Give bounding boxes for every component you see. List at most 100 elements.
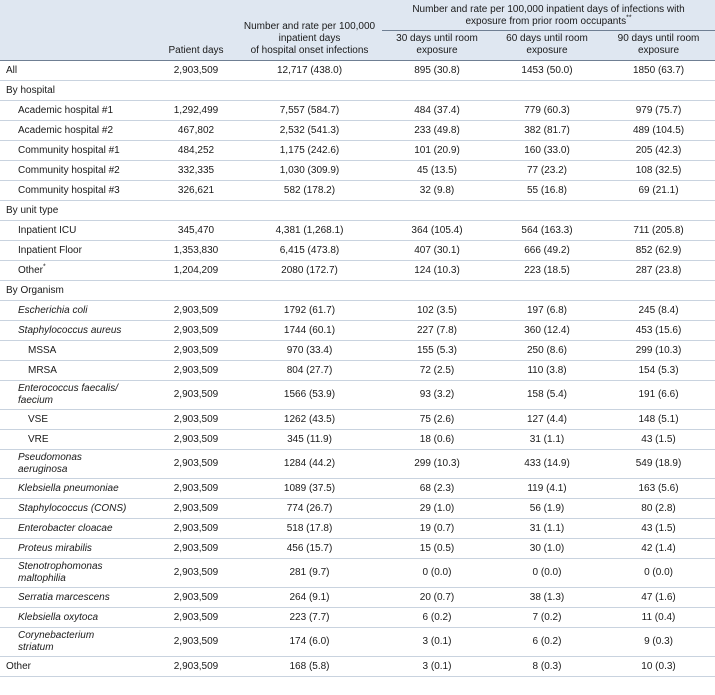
cell-value: 6,415 (473.8) — [237, 240, 382, 261]
data-row: Community hospital #3 326,621 582 (178.2) 3… — [0, 180, 715, 201]
data-row: Klebsiella oxytoca 2,903,509 223 (7.7) 6 (0… — [0, 607, 715, 628]
label-line: Academic hospital #1 — [18, 104, 114, 116]
cell-value: 1,353,830 — [155, 240, 237, 261]
cell-value: 2,903,509 — [155, 518, 237, 539]
section-row: By unit type — [0, 200, 715, 221]
label-line: Other* — [18, 263, 46, 276]
cell-value: 774 (26.7) — [237, 498, 382, 519]
data-row: Enterococcus faecalis/faecium 2,903,509 15… — [0, 380, 715, 410]
cell-value: 108 (32.5) — [602, 160, 715, 181]
cell-value: 467,802 — [155, 120, 237, 141]
label-line: Klebsiella pneumoniae — [18, 482, 119, 494]
row-label: Enterococcus faecalis/faecium — [0, 380, 155, 410]
cell-value: 15 (0.5) — [382, 538, 492, 559]
cell-value: 20 (0.7) — [382, 587, 492, 608]
label-line: Staphylococcus aureus — [18, 324, 122, 336]
label-line: All — [6, 64, 18, 76]
section-row: By Organism — [0, 280, 715, 301]
cell-value: 332,335 — [155, 160, 237, 181]
cell-value: 345,470 — [155, 220, 237, 241]
row-label: Inpatient Floor — [0, 240, 155, 261]
row-label: Enterobacter cloacae — [0, 518, 155, 539]
label-line: Community hospital #1 — [18, 144, 120, 156]
row-label: Inpatient ICU — [0, 220, 155, 241]
label-line: MSSA — [28, 344, 57, 356]
row-label: Academic hospital #2 — [0, 120, 155, 141]
section-label: By unit type — [0, 200, 715, 221]
cell-value: 2,903,509 — [155, 320, 237, 341]
label-line: VSE — [28, 413, 49, 425]
label-line: Escherichia coli — [18, 304, 88, 316]
cell-value: 0 (0.0) — [492, 558, 602, 588]
cell-value: 191 (6.6) — [602, 380, 715, 410]
cell-value: 8 (0.3) — [492, 656, 602, 677]
cell-value: 564 (163.3) — [492, 220, 602, 241]
cell-value: 0 (0.0) — [382, 558, 492, 588]
cell-value: 148 (5.1) — [602, 409, 715, 430]
data-row: MSSA 2,903,509 970 (33.4) 155 (5.3) 250 (8.6… — [0, 340, 715, 361]
cell-value: 12,717 (438.0) — [237, 60, 382, 81]
cell-value: 2,903,509 — [155, 60, 237, 81]
footnote-mark: ** — [626, 14, 632, 22]
cell-value: 582 (178.2) — [237, 180, 382, 201]
cell-value: 1566 (53.9) — [237, 380, 382, 410]
cell-value: 30 (1.0) — [492, 538, 602, 559]
cell-value: 68 (2.3) — [382, 478, 492, 499]
label-line: Enterobacter cloacae — [18, 522, 113, 534]
cell-value: 1,204,209 — [155, 260, 237, 281]
section-row: By hospital — [0, 80, 715, 101]
cell-value: 364 (105.4) — [382, 220, 492, 241]
label-line: faecium — [18, 395, 54, 406]
label-line: Inpatient Floor — [18, 244, 82, 256]
row-label: Staphylococcus (CONS) — [0, 498, 155, 519]
label-line: Serratia marcescens — [18, 591, 110, 603]
cell-value: 2,903,509 — [155, 340, 237, 361]
cell-value: 124 (10.3) — [382, 260, 492, 281]
label-line: Community hospital #3 — [18, 184, 120, 196]
cell-value: 852 (62.9) — [602, 240, 715, 261]
row-label: Klebsiella oxytoca — [0, 607, 155, 628]
cell-value: 979 (75.7) — [602, 100, 715, 121]
cell-value: 2080 (172.7) — [237, 260, 382, 281]
cell-value: 4,381 (1,268.1) — [237, 220, 382, 241]
header-line: exposure — [416, 45, 458, 56]
cell-value: 456 (15.7) — [237, 538, 382, 559]
cell-value: 233 (49.8) — [382, 120, 492, 141]
label-line: VRE — [28, 433, 49, 445]
cell-value: 72 (2.5) — [382, 360, 492, 381]
cell-value: 3 (0.1) — [382, 656, 492, 677]
header-line: of hospital onset infections — [250, 45, 369, 56]
data-row: Stenotrophomonas maltophilia 2,903,509 281 … — [0, 558, 715, 588]
row-label: Community hospital #3 — [0, 180, 155, 201]
footnote-mark: * — [43, 263, 46, 271]
label-line: Klebsiella oxytoca — [18, 611, 99, 623]
row-label: Klebsiella pneumoniae — [0, 478, 155, 499]
header-onset: Number and rate per 100,000 inpatient day… — [237, 0, 382, 61]
cell-value: 1262 (43.5) — [237, 409, 382, 430]
cell-value: 69 (21.1) — [602, 180, 715, 201]
header-line: exposure from prior room occupants** — [465, 14, 632, 27]
data-row: Klebsiella pneumoniae 2,903,509 1089 (37.5… — [0, 478, 715, 499]
cell-value: 2,532 (541.3) — [237, 120, 382, 141]
cell-value: 1744 (60.1) — [237, 320, 382, 341]
header-blank — [0, 0, 155, 61]
cell-value: 38 (1.3) — [492, 587, 602, 608]
cell-value: 227 (7.8) — [382, 320, 492, 341]
row-label: Community hospital #2 — [0, 160, 155, 181]
cell-value: 549 (18.9) — [602, 449, 715, 479]
label-line: Staphylococcus (CONS) — [18, 502, 127, 514]
header-line: inpatient days — [278, 33, 341, 44]
cell-value: 666 (49.2) — [492, 240, 602, 261]
cell-value: 7,557 (584.7) — [237, 100, 382, 121]
cell-value: 1089 (37.5) — [237, 478, 382, 499]
cell-value: 382 (81.7) — [492, 120, 602, 141]
row-label: VSE — [0, 409, 155, 430]
cell-value: 264 (9.1) — [237, 587, 382, 608]
label-line: By hospital — [6, 84, 55, 96]
data-row: Community hospital #2 332,335 1,030 (309.9… — [0, 160, 715, 181]
data-row: Pseudomonas aeruginosa 2,903,509 1284 (44.2… — [0, 449, 715, 479]
cell-value: 2,903,509 — [155, 538, 237, 559]
cell-value: 163 (5.6) — [602, 478, 715, 499]
cell-value: 360 (12.4) — [492, 320, 602, 341]
